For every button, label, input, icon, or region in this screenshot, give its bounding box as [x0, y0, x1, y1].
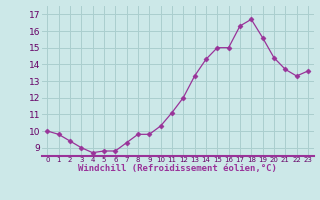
X-axis label: Windchill (Refroidissement éolien,°C): Windchill (Refroidissement éolien,°C) — [78, 164, 277, 173]
